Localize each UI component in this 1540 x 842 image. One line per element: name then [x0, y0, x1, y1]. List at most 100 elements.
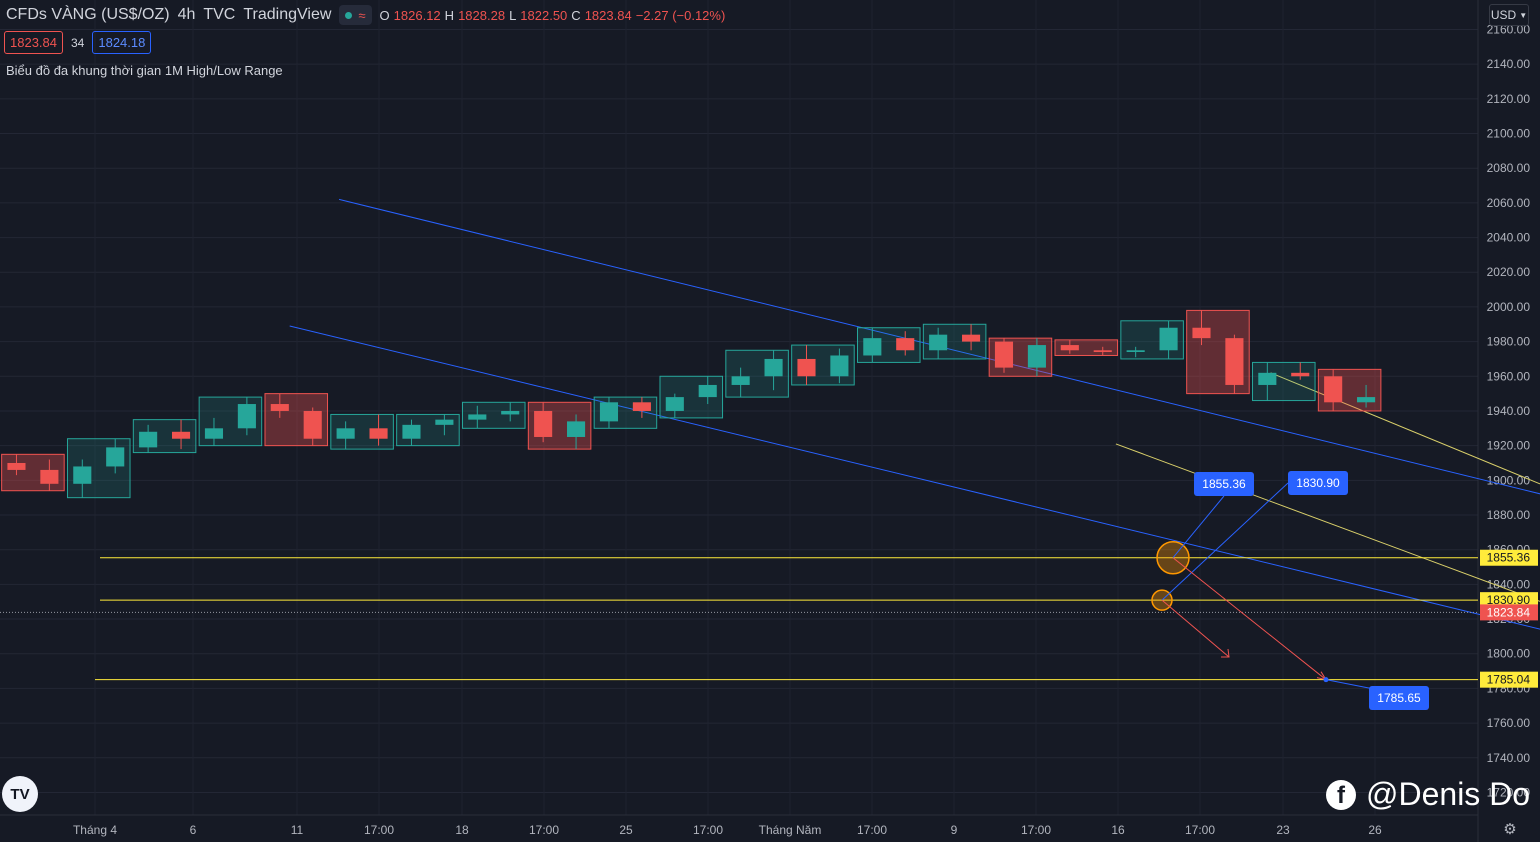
ohlc-values: O 1826.12 H 1828.28 L 1822.50 C 1823.84 −2.2… [380, 8, 726, 23]
open-label: O [379, 7, 390, 23]
exchange-label: TVC [203, 6, 236, 23]
y-tick-label: 2040.00 [1487, 231, 1531, 245]
candle-body [567, 421, 586, 437]
x-tick-label: Tháng Năm [759, 823, 822, 837]
chevron-down-icon: ▼ [1519, 10, 1528, 20]
y-tick-label: 2120.00 [1487, 92, 1531, 106]
waves-icon: ≈ [358, 7, 366, 23]
candle-body [797, 358, 816, 377]
candle-body [139, 431, 158, 448]
candle-body [1027, 345, 1046, 368]
projection-point [1323, 677, 1329, 683]
candle-body [336, 428, 355, 439]
market-open-dot-icon [345, 11, 353, 19]
platform-label: TradingView [243, 6, 332, 23]
candle-body [929, 334, 948, 351]
projection-line [1161, 482, 1289, 601]
candle-body [435, 419, 454, 425]
target-callout-label: 1830.90 [1296, 476, 1340, 490]
buy-price-button[interactable]: 1824.18 [92, 31, 152, 54]
price-scale-tag-label: 1785.04 [1487, 673, 1531, 687]
candle-body [994, 341, 1014, 368]
candle-body [40, 469, 59, 484]
candle-body [764, 358, 783, 377]
candle-body [1126, 350, 1145, 353]
market-status[interactable]: ≈ [339, 5, 372, 25]
watermark-text: @Denis Do [1366, 776, 1531, 812]
high-value: 1828.28 [458, 7, 506, 23]
candle-body [1291, 372, 1310, 377]
gear-icon[interactable]: ⚙ [1503, 821, 1517, 838]
price-scale-tag [1480, 549, 1538, 566]
candle-body [237, 404, 256, 429]
target-callout-label: 1855.36 [1202, 477, 1246, 491]
close-value: 1823.84 [584, 7, 632, 23]
forecast-arrow [1161, 599, 1230, 658]
candle-body [665, 397, 684, 411]
price-scale-tag [1480, 592, 1538, 609]
y-tick-label: 1800.00 [1487, 647, 1531, 661]
candle-body [1324, 376, 1343, 403]
candle-body [106, 447, 125, 467]
x-tick-label: 17:00 [364, 823, 394, 837]
currency-label: USD [1490, 8, 1517, 22]
close-label: C [571, 7, 581, 23]
facebook-icon: f [1326, 779, 1356, 810]
open-value: 1826.12 [393, 7, 441, 23]
x-tick-label: 23 [1276, 823, 1290, 837]
range-box [1120, 320, 1184, 360]
candle-body [830, 355, 849, 377]
tradingview-logo-icon[interactable]: TV [2, 776, 38, 812]
y-tick-label: 1760.00 [1487, 716, 1531, 730]
y-tick-label: 1900.00 [1487, 473, 1531, 487]
target-callout [1369, 686, 1429, 710]
channel-upper-line [338, 198, 1540, 495]
candle-body [1159, 327, 1178, 351]
candle-body [698, 384, 717, 398]
change-value: −2.27 (−0.12%) [635, 7, 726, 23]
y-tick-label: 1920.00 [1487, 439, 1531, 453]
candle-body [468, 414, 487, 420]
x-tick-label: 18 [455, 823, 469, 837]
candle-body [896, 338, 915, 351]
candle-body [1093, 350, 1112, 353]
price-scale-tag [1480, 604, 1538, 621]
y-tick-label: 2080.00 [1487, 161, 1531, 175]
forecast-arrow-head [1221, 648, 1230, 658]
high-label: H [444, 7, 455, 23]
sell-price-button[interactable]: 1823.84 [4, 31, 63, 54]
x-tick-label: 16 [1111, 823, 1125, 837]
trend-upper-line [1270, 372, 1540, 485]
y-tick-label: 2060.00 [1487, 196, 1531, 210]
forecast-arrow [1172, 557, 1327, 681]
candle-body [1192, 327, 1211, 339]
spread-value: 34 [71, 35, 85, 50]
x-tick-label: 17:00 [529, 823, 559, 837]
y-tick-label: 2000.00 [1487, 300, 1531, 314]
candle-body [534, 410, 553, 437]
x-tick-label: 17:00 [857, 823, 887, 837]
low-label: L [509, 7, 517, 23]
currency-selector[interactable]: USD ▼ [1489, 4, 1529, 26]
target-callout-label: 1785.65 [1377, 691, 1421, 705]
candle-body [599, 402, 619, 422]
x-tick-label: 17:00 [1185, 823, 1215, 837]
candle-body [1357, 397, 1376, 403]
x-tick-label: 11 [291, 823, 304, 837]
watermark: f @Denis Do [1326, 776, 1530, 813]
price-scale-tag-label: 1823.84 [1487, 605, 1531, 619]
candle-body [402, 424, 421, 439]
candle-body [7, 462, 26, 470]
x-tick-label: Tháng 4 [73, 823, 117, 837]
x-tick-label: 6 [190, 823, 197, 837]
symbol-title[interactable]: CFDs VÀNG (US$/OZ) [6, 6, 170, 23]
candle-body [1225, 338, 1244, 385]
indicator-legend[interactable]: Biểu đồ đa khung thời gian 1M High/Low R… [6, 63, 283, 78]
candle-body [731, 376, 750, 385]
candle-body [303, 410, 322, 439]
interval-label[interactable]: 4h [177, 6, 196, 23]
y-tick-label: 1960.00 [1487, 369, 1531, 383]
target-callout [1288, 471, 1348, 495]
y-tick-label: 1940.00 [1487, 404, 1531, 418]
